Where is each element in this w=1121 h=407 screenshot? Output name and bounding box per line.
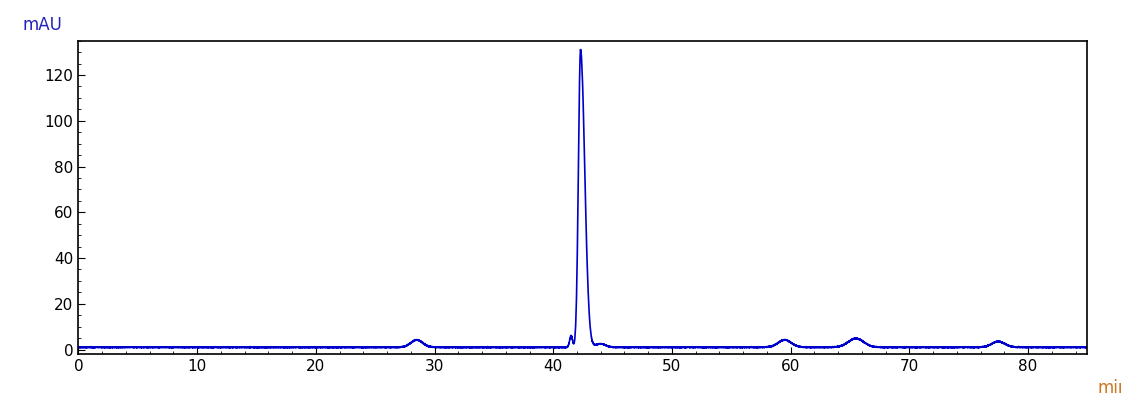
Text: mAU: mAU	[24, 16, 63, 35]
Text: min: min	[1097, 379, 1121, 397]
